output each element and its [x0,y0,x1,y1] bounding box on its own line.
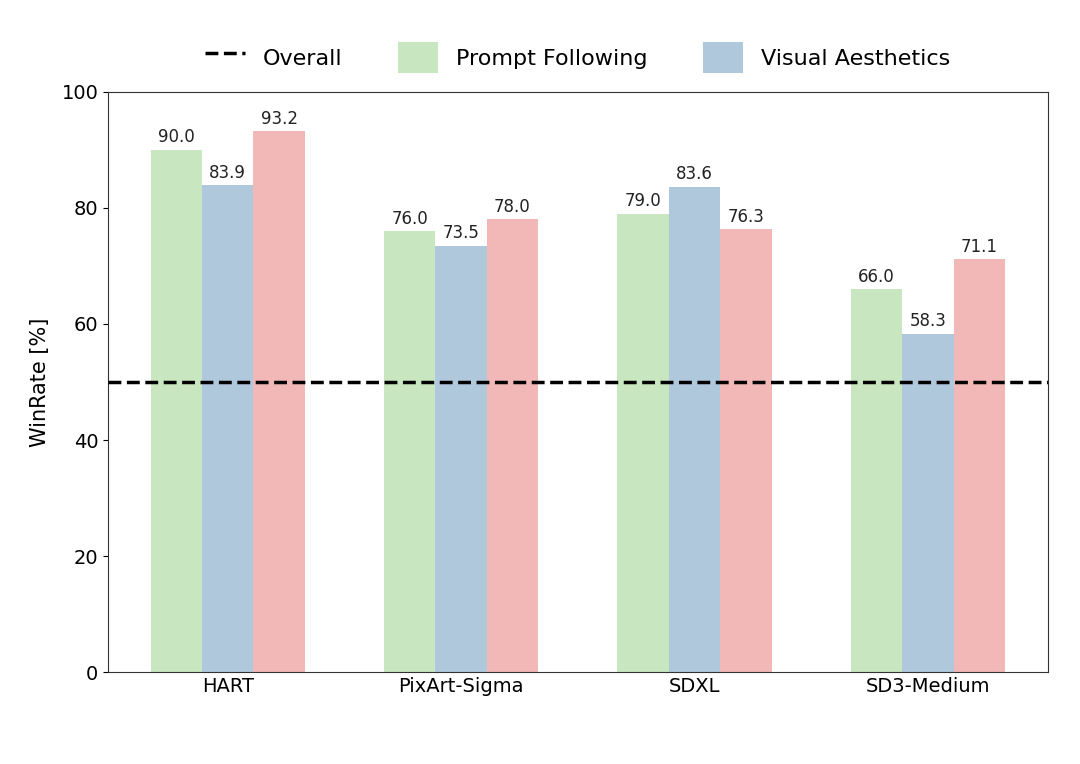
Bar [384,231,435,672]
Text: 93.2: 93.2 [260,110,298,128]
Text: 90.0: 90.0 [158,128,194,146]
Text: 66.0: 66.0 [859,267,895,286]
Legend: Overall, Prompt Following, Visual Aesthetics: Overall, Prompt Following, Visual Aesthe… [197,33,959,83]
Text: 73.5: 73.5 [443,224,480,242]
Text: 78.0: 78.0 [494,198,531,216]
Bar [435,245,487,672]
Bar [851,289,902,672]
Text: 71.1: 71.1 [961,238,998,256]
Text: 83.9: 83.9 [210,163,246,182]
Text: 79.0: 79.0 [624,192,662,210]
Text: 83.6: 83.6 [676,166,713,183]
Bar [618,214,669,672]
Bar [254,131,305,672]
Y-axis label: WinRate [%]: WinRate [%] [30,317,51,447]
Text: 76.3: 76.3 [728,208,765,226]
Bar [669,187,720,672]
Text: 76.0: 76.0 [391,209,428,228]
Bar [487,219,538,672]
Bar [151,150,202,672]
Bar [720,229,771,672]
Bar [902,334,954,672]
Bar [954,260,1004,672]
Text: 58.3: 58.3 [909,312,946,330]
Bar [202,185,254,672]
